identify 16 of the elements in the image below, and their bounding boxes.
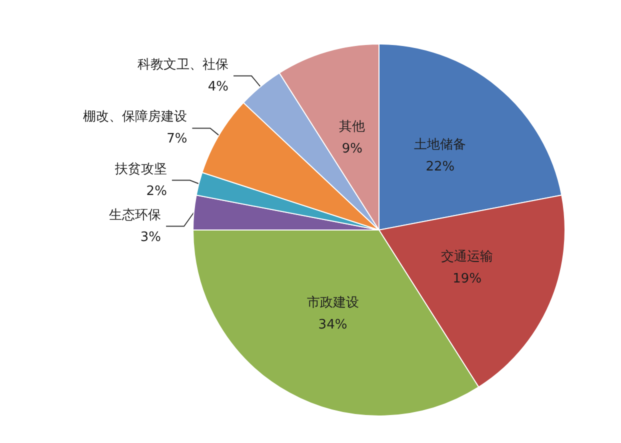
data-label: 19%	[452, 272, 482, 287]
slice-label: 土地储备	[414, 138, 466, 153]
data-label: 2%	[146, 184, 167, 199]
slice-label: 市政建设	[306, 296, 359, 311]
data-label: 22%	[426, 160, 455, 175]
data-label: 34%	[318, 318, 348, 333]
data-label: 9%	[342, 141, 363, 156]
slice-label: 交通运输	[441, 248, 494, 265]
data-label: 3%	[140, 230, 162, 245]
data-label: 7%	[166, 132, 188, 147]
slice-label: 科教文卫、社保	[138, 57, 229, 72]
slice-label: 生态环保	[109, 208, 162, 223]
slice-label: 棚改、保障房建设	[83, 108, 188, 125]
slice-label: 扶贫攻坚	[114, 162, 167, 177]
data-label: 4%	[208, 79, 229, 94]
slice-label: 其他	[339, 119, 366, 134]
